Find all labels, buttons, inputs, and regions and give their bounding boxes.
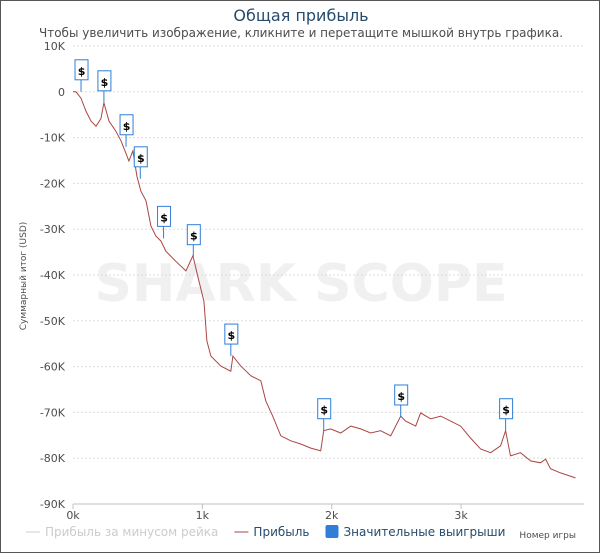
y-tick-label: -70K	[40, 406, 66, 419]
watermark: SHARK SCOPE	[94, 254, 507, 314]
x-tick-label: 2k	[325, 509, 339, 522]
flag-box	[133, 146, 148, 168]
flag-label: $	[190, 230, 198, 243]
legend-item-profit[interactable]: Прибыль	[253, 525, 309, 539]
y-tick-label: -50K	[40, 315, 66, 328]
flag-label: $	[123, 120, 131, 133]
flag-label: $	[160, 211, 168, 224]
flag-box	[74, 59, 89, 81]
legend-item-big-wins[interactable]: Значительные выигрыши	[343, 525, 505, 539]
flag-box	[224, 323, 239, 345]
x-axis-label: Номер игры	[519, 531, 576, 541]
flag-box	[157, 205, 172, 227]
flag-box	[317, 398, 332, 420]
legend: Прибыль за минусом рейка Прибыль Значите…	[25, 525, 505, 539]
big-win-flag[interactable]: $	[133, 146, 148, 179]
legend-item-net-profit[interactable]: Прибыль за минусом рейка	[45, 525, 218, 539]
flag-box	[394, 384, 409, 406]
y-tick-label: 0	[58, 86, 65, 99]
big-win-flag[interactable]: $	[186, 224, 201, 257]
flag-box	[499, 398, 514, 420]
big-win-flag[interactable]: $	[74, 59, 89, 92]
y-tick-label: -20K	[40, 177, 66, 190]
x-tick-label: 0k	[66, 509, 80, 522]
y-tick-label: 10K	[44, 40, 66, 53]
chart-subtitle: Чтобы увеличить изображение, кликните и …	[39, 26, 563, 40]
flag-label: $	[78, 65, 86, 78]
chart-title: Общая прибыль	[233, 6, 368, 25]
y-axis-label: Суммарный итог (USD)	[19, 222, 29, 331]
y-tick-label: -80K	[40, 452, 66, 465]
y-tick-label: -40K	[40, 269, 66, 282]
y-tick-label: -10K	[40, 132, 66, 145]
x-tick-label: 3k	[454, 509, 468, 522]
flag-box	[97, 70, 112, 92]
flag-label: $	[397, 390, 405, 403]
y-tick-label: -60K	[40, 361, 66, 374]
flag-label: $	[101, 76, 109, 89]
big-win-flag[interactable]: $	[97, 70, 112, 103]
flag-box	[186, 224, 201, 246]
big-win-flag[interactable]: $	[317, 398, 332, 431]
big-win-flag[interactable]: $	[157, 205, 172, 239]
profit-series-line	[73, 91, 576, 479]
flag-box	[119, 114, 134, 136]
big-win-flag[interactable]: $	[224, 323, 239, 357]
x-tick-label: 1k	[196, 509, 210, 522]
big-win-flag[interactable]: $	[394, 384, 409, 417]
legend-symbol-big-wins	[325, 525, 339, 538]
flag-label: $	[227, 329, 235, 342]
big-win-flag[interactable]: $	[119, 114, 134, 147]
flag-label: $	[137, 152, 145, 165]
y-tick-label: -30K	[40, 223, 66, 236]
flag-label: $	[502, 404, 510, 417]
flag-label: $	[320, 404, 328, 417]
y-tick-label: -90K	[40, 498, 66, 511]
big-win-flag[interactable]: $	[499, 398, 514, 431]
